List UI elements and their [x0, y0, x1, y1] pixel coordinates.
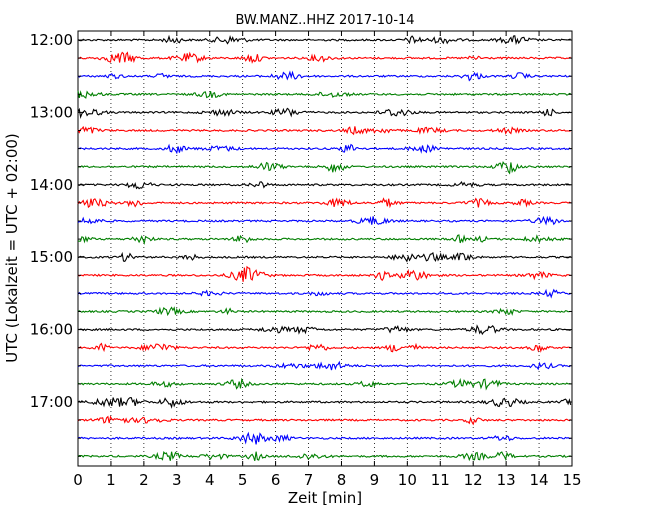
trace-line	[77, 197, 571, 209]
trace-line	[77, 360, 572, 371]
x-tick-label: 5	[238, 471, 248, 489]
y-axis-label: UTC (Lokalzeit = UTC + 02:00)	[3, 133, 21, 363]
x-tick-label: 1	[106, 471, 116, 489]
trace-line	[77, 288, 571, 299]
x-tick-label: 12	[464, 471, 483, 489]
trace-line	[77, 397, 572, 409]
y-tick-label: 12:00	[30, 31, 73, 49]
x-tick-label: 10	[398, 471, 417, 489]
trace-line	[77, 161, 572, 175]
x-tick-label: 0	[73, 471, 83, 489]
trace-line	[77, 265, 571, 282]
trace-line	[77, 90, 571, 99]
x-axis-ticks: 0 1 2 3 4 5 6 7 8 9 10 11 12 13 14 15	[73, 31, 582, 489]
y-tick-label: 17:00	[30, 393, 73, 411]
trace-line	[77, 107, 571, 119]
x-tick-label: 11	[431, 471, 450, 489]
seismogram-traces	[77, 34, 572, 462]
trace-line	[77, 451, 571, 462]
x-tick-label: 9	[370, 471, 380, 489]
x-tick-label: 4	[205, 471, 215, 489]
trace-line	[77, 342, 571, 353]
trace-line	[77, 324, 571, 336]
y-tick-label: 16:00	[30, 321, 73, 339]
x-tick-label: 14	[530, 471, 549, 489]
x-tick-label: 2	[139, 471, 149, 489]
x-tick-label: 15	[562, 471, 581, 489]
x-axis-label: Zeit [min]	[288, 489, 362, 507]
vertical-grid	[110, 31, 540, 466]
plot-frame	[77, 30, 573, 467]
trace-line	[77, 34, 571, 46]
x-tick-label: 3	[172, 471, 182, 489]
trace-line	[77, 51, 571, 64]
x-tick-label: 7	[304, 471, 314, 489]
x-tick-label: 13	[497, 471, 516, 489]
trace-line	[77, 251, 571, 263]
y-axis-ticks: 12:00 13:00 14:00 15:00 16:00 17:00	[30, 31, 572, 457]
trace-line	[77, 215, 571, 226]
y-tick-label: 13:00	[30, 103, 73, 121]
y-tick-label: 14:00	[30, 176, 73, 194]
trace-line	[77, 181, 571, 190]
x-tick-label: 6	[271, 471, 281, 489]
trace-line	[77, 431, 571, 445]
trace-line	[77, 143, 572, 155]
y-tick-label: 15:00	[30, 248, 73, 266]
trace-line	[77, 234, 571, 246]
trace-line	[77, 70, 571, 82]
chart-title: BW.MANZ..HHZ 2017-10-14	[235, 13, 414, 28]
trace-line	[77, 415, 572, 426]
trace-line	[77, 125, 571, 136]
x-tick-label: 8	[337, 471, 347, 489]
trace-line	[77, 377, 571, 391]
trace-line	[77, 306, 571, 317]
